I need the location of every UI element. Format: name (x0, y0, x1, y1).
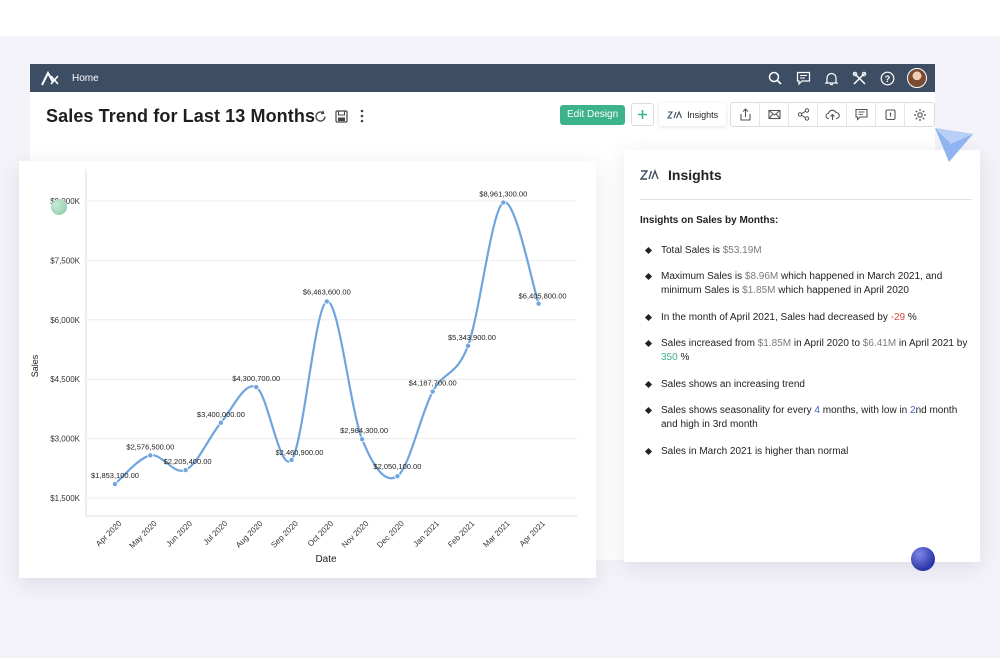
alarm-icon[interactable] (876, 103, 906, 126)
x-tick-label: Jul 2020 (202, 519, 230, 547)
blue-sphere-decoration (911, 547, 935, 571)
user-avatar[interactable] (907, 68, 927, 88)
data-point[interactable] (147, 452, 154, 459)
insight-item: Maximum Sales is $8.96M which happened i… (646, 270, 971, 298)
x-tick-label: Apr 2021 (518, 519, 548, 549)
x-tick-label: May 2020 (128, 519, 160, 551)
data-point[interactable] (217, 419, 224, 426)
paper-plane-decoration (935, 128, 973, 162)
y-tick-label: $3,000K (50, 435, 80, 444)
insights-button-label: Insights (687, 109, 719, 120)
x-tick-label: Apr 2020 (94, 519, 124, 549)
x-tick-label: Jun 2020 (164, 519, 194, 549)
insight-item: In the month of April 2021, Sales had de… (646, 311, 917, 325)
top-strip (0, 0, 1000, 36)
settings-gear-icon[interactable] (905, 103, 934, 126)
data-point[interactable] (323, 298, 330, 305)
save-icon[interactable] (334, 109, 348, 123)
chart-card: $1,500K$3,000K$4,500K$6,000K$7,500K$9,00… (19, 161, 596, 578)
data-label: $2,984,300.00 (340, 426, 388, 435)
insights-button[interactable]: Insights (659, 103, 727, 126)
insights-title: Insights (668, 167, 722, 183)
x-tick-label: Dec 2020 (375, 519, 406, 550)
sales-trend-chart: $1,500K$3,000K$4,500K$6,000K$7,500K$9,00… (30, 169, 577, 565)
comment-icon[interactable] (847, 103, 877, 126)
insights-logo-icon (640, 169, 659, 180)
search-icon[interactable] (767, 70, 783, 86)
insight-item: Sales shows seasonality for every 4 mont… (646, 404, 971, 432)
x-tick-label: Feb 2021 (446, 519, 477, 550)
page-title: Sales Trend for Last 13 Months (46, 106, 316, 126)
data-label: $6,463,600.00 (303, 287, 351, 296)
y-tick-label: $6,000K (50, 316, 80, 325)
x-tick-label: Sep 2020 (269, 519, 300, 550)
cloud-upload-icon[interactable] (818, 103, 848, 126)
data-label: $2,205,400.00 (164, 457, 212, 466)
y-axis-label: Sales (30, 354, 40, 377)
report-toolbar: Edit Design Insights (560, 102, 936, 127)
title-tools (313, 109, 369, 123)
data-point[interactable] (464, 342, 471, 349)
top-navigation-bar: Home ? (30, 64, 935, 92)
insights-header: Insights (640, 167, 722, 183)
email-icon[interactable] (760, 103, 790, 126)
series-line (114, 201, 540, 485)
data-label: $2,050,100.00 (373, 462, 421, 471)
share-icon[interactable] (789, 103, 819, 126)
insights-logo-icon (667, 110, 683, 119)
x-tick-label: Nov 2020 (340, 519, 371, 550)
help-icon[interactable]: ? (879, 70, 895, 86)
tools-icon[interactable] (851, 70, 867, 86)
insights-divider (640, 199, 972, 200)
data-point[interactable] (253, 384, 260, 391)
insights-panel: Insights Insights on Sales by Months: To… (624, 150, 980, 562)
toolbar-icon-group (730, 102, 936, 127)
x-axis-label: Date (315, 554, 337, 565)
data-point[interactable] (429, 388, 436, 395)
add-button[interactable] (631, 103, 655, 126)
topbar-icons: ? (767, 68, 927, 88)
x-tick-label: Mar 2021 (481, 519, 512, 550)
chat-icon[interactable] (795, 70, 811, 86)
insight-item: Total Sales is $53.19M (646, 244, 762, 258)
data-label: $4,187,700.00 (409, 379, 457, 388)
data-point[interactable] (500, 199, 507, 206)
data-label: $4,300,700.00 (232, 374, 280, 383)
insight-item: Sales increased from $1.85M in April 202… (646, 337, 971, 365)
x-tick-label: Jan 2021 (411, 519, 441, 549)
home-link[interactable]: Home (72, 72, 99, 84)
export-icon[interactable] (731, 103, 761, 126)
data-point[interactable] (359, 436, 366, 443)
data-point[interactable] (182, 467, 189, 474)
insight-item: Sales in March 2021 is higher than norma… (646, 445, 848, 459)
y-tick-label: $1,500K (50, 494, 80, 503)
data-point[interactable] (112, 481, 119, 488)
data-label: $6,405,800.00 (519, 292, 567, 301)
data-label: $1,853,100.00 (91, 471, 139, 480)
edit-design-button[interactable]: Edit Design (560, 104, 626, 125)
data-point[interactable] (288, 456, 295, 463)
data-point[interactable] (394, 473, 401, 480)
data-label: $5,343,900.00 (448, 333, 496, 342)
data-label: $3,400,000.00 (197, 410, 245, 419)
refresh-icon[interactable] (313, 109, 327, 123)
bell-icon[interactable] (823, 70, 839, 86)
data-label: $2,576,500.00 (126, 442, 174, 451)
data-label: $2,460,900.00 (276, 448, 324, 457)
app-logo-icon[interactable] (40, 68, 60, 88)
data-point[interactable] (535, 300, 542, 307)
data-label: $8,961,300.00 (479, 190, 527, 199)
more-options-icon[interactable] (355, 109, 369, 123)
x-tick-label: Oct 2020 (306, 519, 336, 549)
insight-item: Sales shows an increasing trend (646, 378, 805, 392)
x-tick-label: Aug 2020 (234, 519, 265, 550)
y-tick-label: $7,500K (50, 256, 80, 265)
y-tick-label: $4,500K (50, 375, 80, 384)
insights-subtitle: Insights on Sales by Months: (640, 215, 779, 226)
svg-text:?: ? (884, 74, 890, 84)
green-sphere-decoration (51, 199, 67, 215)
